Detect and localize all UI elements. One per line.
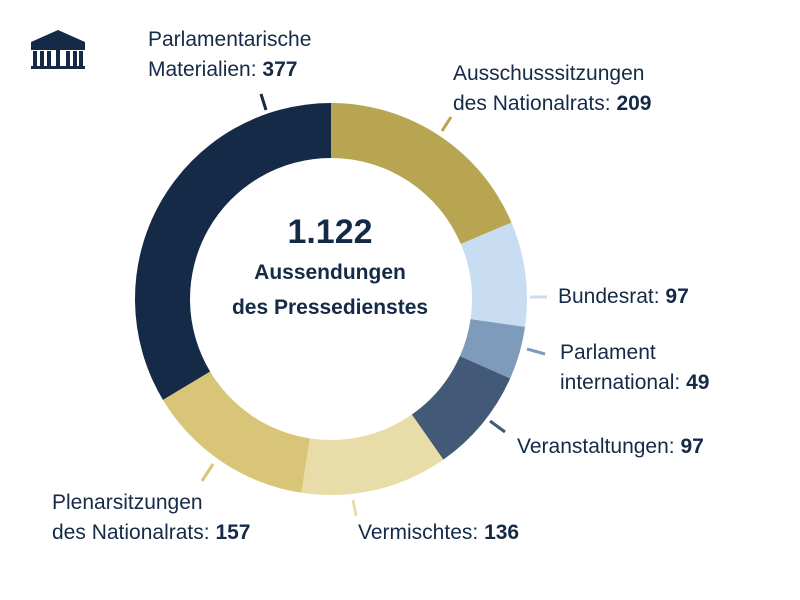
slice-bundesrat bbox=[460, 222, 527, 327]
leader-line-plenar bbox=[200, 463, 215, 482]
center-label-line2: des Pressedienstes bbox=[231, 296, 429, 319]
leader-line-materialien bbox=[259, 93, 268, 111]
label-veranstaltungen: Veranstaltungen: 97 bbox=[517, 435, 704, 458]
leader-line-veranstaltungen bbox=[489, 419, 506, 434]
label-materialien: Parlamentarische Materialien: 377 bbox=[148, 28, 312, 81]
slice-ausschusssitzungen-des-nationalrats bbox=[331, 103, 512, 245]
label-ausschuss: Ausschusssitzungen des Nationalrats: 209 bbox=[453, 62, 652, 115]
leader-line-parlament-international bbox=[526, 347, 546, 356]
parliament-logo-icon bbox=[31, 30, 85, 69]
total-value: 1.122 bbox=[287, 213, 373, 251]
label-bundesrat: Bundesrat: 97 bbox=[558, 285, 689, 308]
slice-parlamentarische-materialien bbox=[135, 103, 331, 400]
slice-plenarsitzungen-des-nationalrats bbox=[162, 371, 310, 493]
slice-parlament-international bbox=[459, 319, 526, 379]
label-plenar: Plenarsitzungen des Nationalrats: 157 bbox=[52, 491, 251, 544]
slice-vermischtes bbox=[301, 414, 444, 496]
leader-line-vermischtes bbox=[351, 499, 358, 517]
label-vermischtes: Vermischtes: 136 bbox=[358, 521, 520, 544]
slice-veranstaltungen bbox=[411, 356, 511, 460]
leader-line-ausschuss bbox=[440, 116, 453, 132]
center-label-line1: Aussendungen bbox=[254, 261, 406, 284]
label-parlament-international: Parlament international: 49 bbox=[560, 341, 710, 394]
